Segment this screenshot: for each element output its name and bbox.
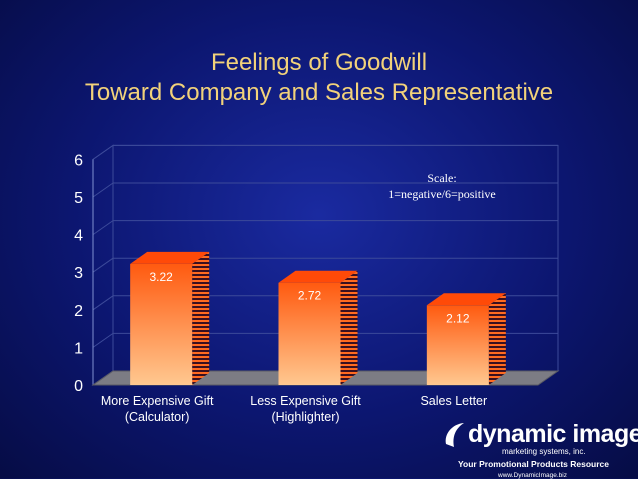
y-tick-label: 3: [74, 265, 83, 282]
y-tick-label: 4: [74, 228, 83, 245]
bar: [130, 263, 193, 385]
logo-url: www.DynamicImage.biz: [498, 472, 567, 479]
y-gridline-side: [92, 257, 114, 273]
logo-tagline: Your Promotional Products Resource: [458, 459, 609, 469]
bar-top: [278, 270, 358, 283]
y-tick-label: 2: [74, 303, 83, 320]
y-tick-label: 5: [74, 190, 83, 207]
bar-top: [130, 251, 210, 264]
bar: [278, 282, 341, 385]
bar-side: [488, 293, 506, 385]
y-tick-label: 0: [74, 378, 83, 395]
y-tick-label: 1: [74, 340, 83, 357]
bar: [426, 305, 489, 385]
logo-subtitle: marketing systems, inc.: [502, 447, 586, 456]
y-gridline-side: [92, 144, 114, 160]
x-tick-label: (Highlighter): [271, 410, 339, 424]
bar-top: [426, 293, 506, 306]
scale-annotation: Scale:: [427, 171, 456, 185]
logo-name: dynamic image: [468, 420, 638, 448]
x-tick-label: More Expensive Gift: [101, 394, 214, 408]
logo-swoosh-icon: [445, 423, 464, 447]
chart-title-line-2: Toward Company and Sales Representative: [84, 79, 554, 106]
bar-side: [192, 251, 210, 385]
data-label: 3.22: [149, 270, 173, 284]
data-label: 2.72: [298, 289, 322, 303]
y-gridline-side: [92, 332, 114, 348]
chart-title-line-1: Feelings of Goodwill: [210, 49, 428, 76]
scale-annotation: 1=negative/6=positive: [388, 187, 496, 201]
x-tick-label: (Calculator): [125, 410, 190, 424]
bar-side: [340, 270, 358, 385]
data-label: 2.12: [446, 311, 470, 325]
x-tick-label: Less Expensive Gift: [250, 394, 361, 408]
y-tick-label: 6: [74, 152, 83, 169]
y-gridline-side: [92, 295, 114, 311]
y-gridline-side: [92, 220, 114, 236]
y-gridline-side: [92, 182, 114, 198]
x-tick-label: Sales Letter: [420, 394, 487, 408]
